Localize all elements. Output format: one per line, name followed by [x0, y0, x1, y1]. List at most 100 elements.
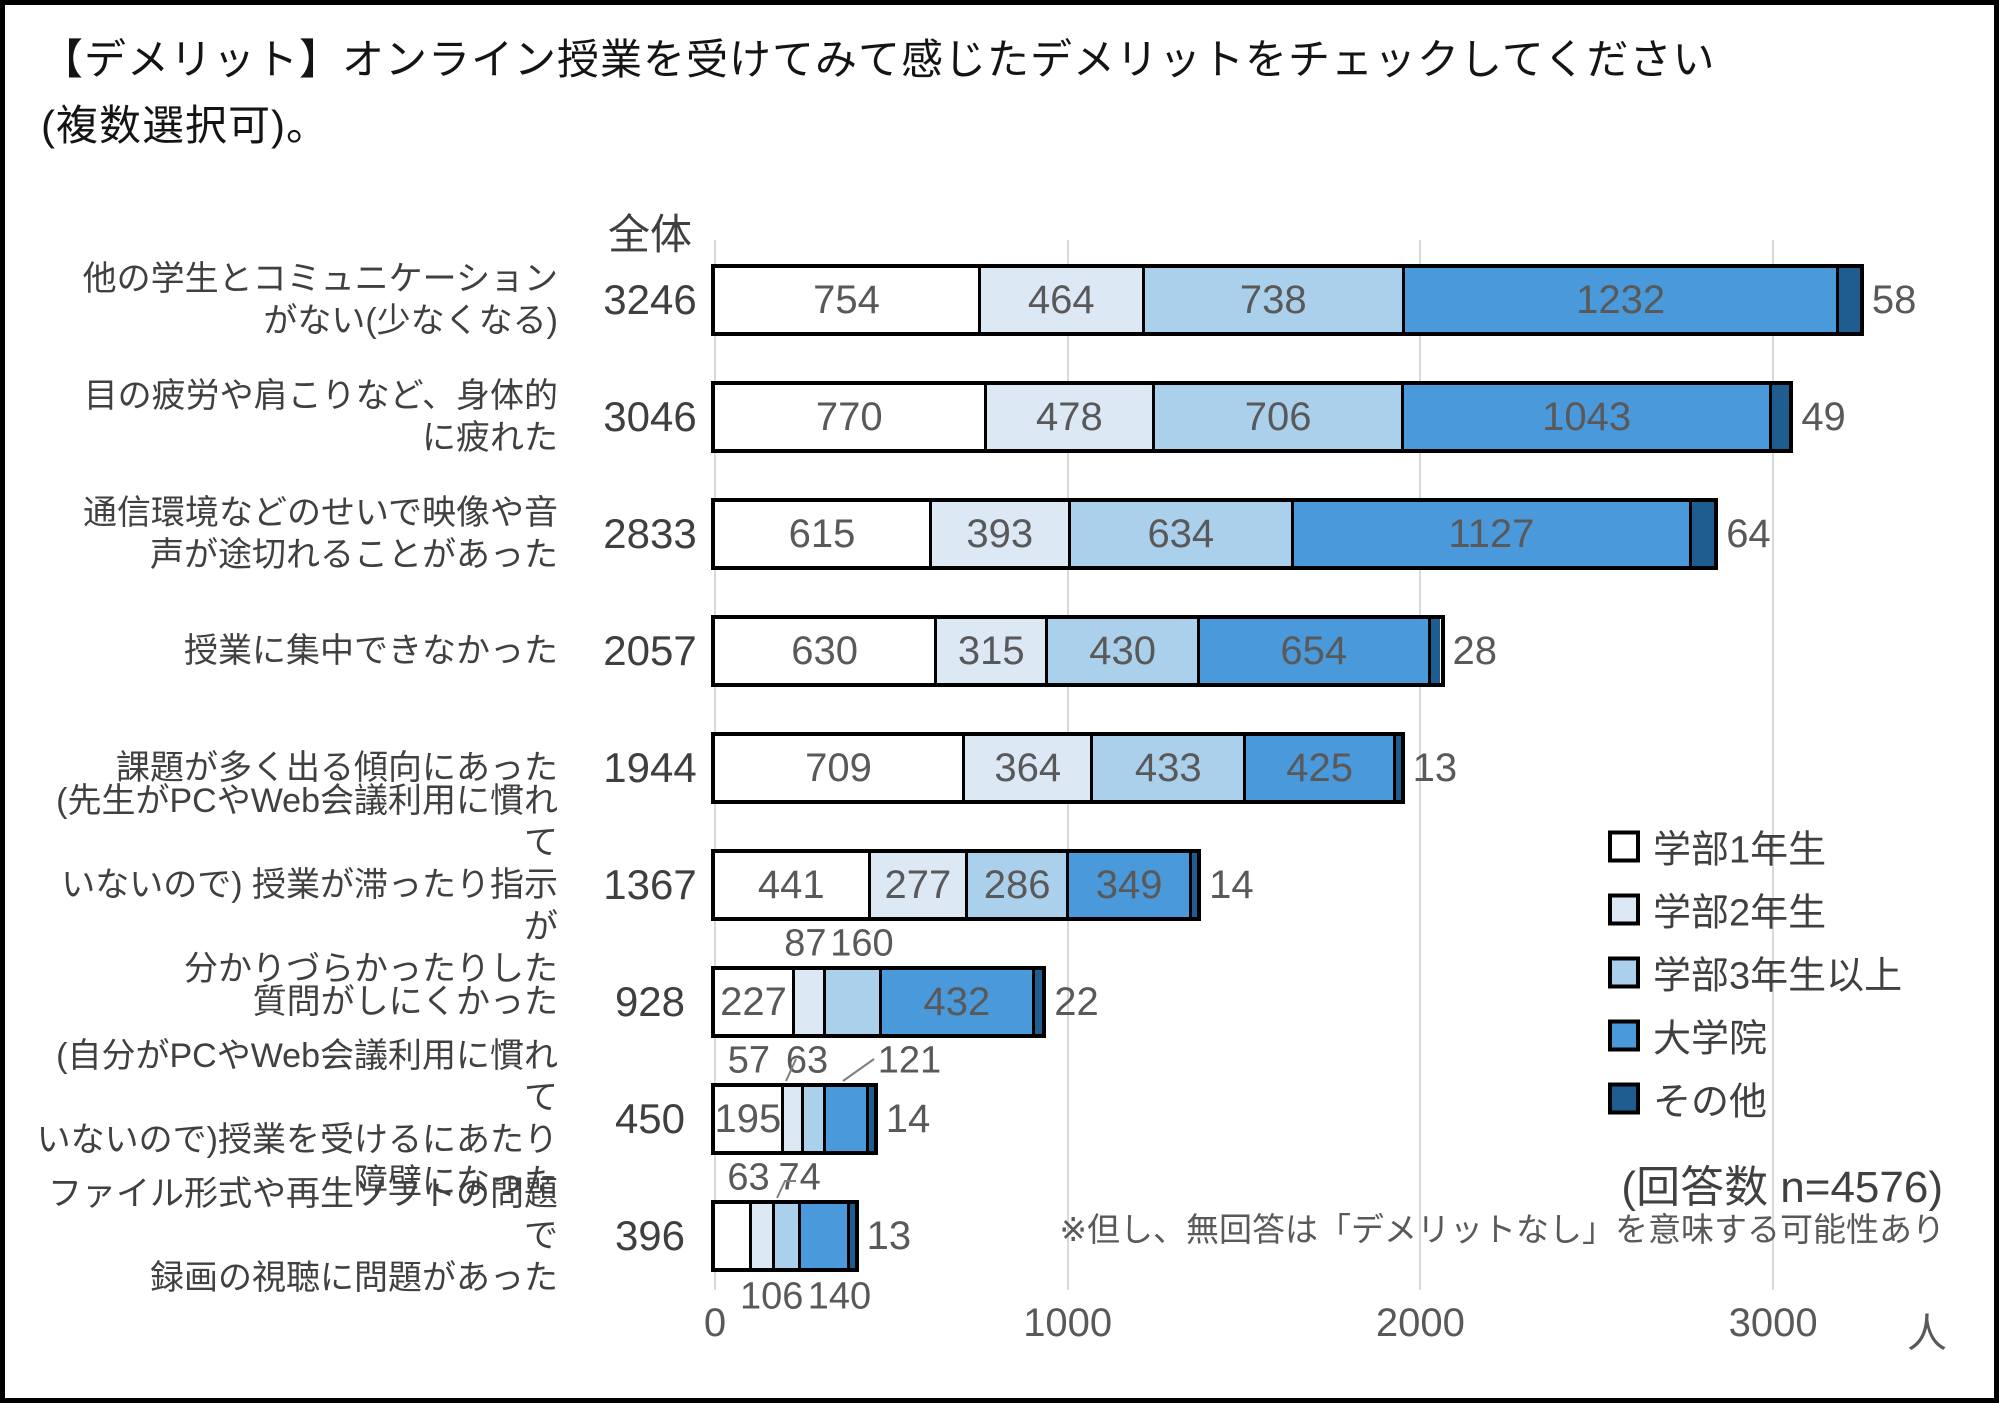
category-label-line: (自分がPCやWeb会議利用に慣れて — [56, 1037, 558, 1117]
total-value: 1944 — [603, 744, 697, 791]
legend-swatch — [1608, 956, 1640, 988]
segment-value-label: 315 — [957, 628, 1025, 673]
category-label-line: がない(少なくなる) — [263, 302, 558, 340]
bar-segment-学部3年生以上: 430 — [1048, 619, 1200, 683]
category-label: 目の疲労や肩こりなど、身体的に疲れた — [35, 375, 558, 459]
segment-value-label: 1127 — [1448, 511, 1535, 556]
total-value: 3046 — [603, 393, 697, 440]
callout-label: 63 — [727, 1156, 770, 1199]
bar-segment-学部2年生 — [795, 970, 826, 1034]
category-label-line: 録画の視聴に問題があった — [150, 1259, 558, 1297]
bar-segment-学部1年生: 227 — [715, 970, 796, 1034]
segment-value-label: 277 — [884, 862, 952, 907]
segment-value-label: 1043 — [1542, 394, 1632, 439]
gridline — [1419, 240, 1422, 1290]
bar-segment-学部2年生: 277 — [870, 853, 969, 917]
segment-value-label-outside: 22 — [1054, 979, 1099, 1024]
category-label-line: 通信環境などのせいで映像や音 — [83, 494, 558, 532]
bar-segment-学部3年生以上: 634 — [1070, 502, 1295, 566]
bar-segment-学部1年生: 630 — [715, 619, 938, 683]
bar-segment-学部3年生以上: 706 — [1155, 385, 1405, 449]
category-label-line: 分かりづらかったりした — [184, 950, 558, 988]
callout-label: 74 — [778, 1156, 821, 1199]
legend-item: 学部1年生 — [1608, 819, 1826, 874]
segment-value-label: 615 — [788, 511, 856, 556]
bar-segment-学部2年生: 315 — [937, 619, 1049, 683]
segment-value-label: 706 — [1244, 394, 1312, 439]
bar-segment-大学院: 432 — [882, 970, 1035, 1034]
segment-value-label: 754 — [813, 277, 880, 322]
bar-segment-その他 — [1396, 736, 1401, 800]
bar-segment-学部3年生以上: 738 — [1144, 268, 1405, 332]
segment-value-label: 433 — [1134, 745, 1202, 790]
segment-value-label-outside: 49 — [1801, 394, 1846, 439]
callout-label: 121 — [877, 1039, 942, 1082]
footnote: ※但し、無回答は「デメリットなし」を意味する可能性あり — [1059, 1211, 1945, 1248]
total-value: 2833 — [603, 510, 697, 557]
segment-value-label-outside: 14 — [1209, 862, 1254, 907]
legend-item: 学部2年生 — [1608, 882, 1826, 937]
segment-value-label: 738 — [1239, 277, 1307, 322]
bar-segment-学部2年生 — [752, 1204, 775, 1268]
bar-segment-学部1年生: 770 — [715, 385, 987, 449]
legend-item: 大学院 — [1608, 1008, 1767, 1063]
category-label-line: 障壁になった — [354, 1163, 558, 1201]
category-label: 通信環境などのせいで映像や音声が途切れることがあった — [35, 492, 558, 576]
stacked-bar: 754 464 738 1232 — [711, 264, 1864, 336]
total-value: 3246 — [603, 276, 697, 323]
category-label-line: いないので) 授業が滞ったり指示が — [61, 866, 558, 946]
legend-swatch — [1608, 1019, 1640, 1051]
leader-line — [842, 1058, 875, 1082]
category-label-line: に疲れた — [422, 419, 558, 457]
bar-segment-学部1年生 — [715, 1204, 753, 1268]
chart-title-line1: 【デメリット】オンライン授業を受けてみて感じたデメリットをチェックしてください — [41, 36, 1716, 83]
category-label-line: 他の学生とコミュニケーション — [82, 260, 558, 298]
bar-segment-学部1年生: 615 — [715, 502, 932, 566]
bar-segment-学部1年生: 709 — [715, 736, 966, 800]
bar-segment-大学院: 1127 — [1294, 502, 1692, 566]
bar-segment-その他 — [1839, 268, 1860, 332]
total-value: 2057 — [603, 627, 697, 674]
total-value: 928 — [614, 978, 686, 1025]
bar-segment-その他 — [1772, 385, 1790, 449]
stacked-bar: 227 432 — [711, 966, 1046, 1038]
category-label: 授業に集中できなかった — [35, 630, 558, 672]
category-label-line: いないので)授業を受けるにあたり — [36, 1121, 558, 1159]
bar-segment-学部1年生: 195 — [715, 1087, 784, 1151]
stacked-bar: 630 315 430 654 — [711, 615, 1445, 687]
chart-title: 【デメリット】オンライン授業を受けてみて感じたデメリットをチェックしてください … — [41, 27, 1715, 159]
total-value: 450 — [614, 1095, 686, 1142]
bar-segment-学部2年生: 393 — [931, 502, 1071, 566]
total-value: 1367 — [603, 861, 697, 908]
stacked-bar: 195 — [711, 1083, 878, 1155]
segment-value-label: 393 — [966, 511, 1034, 556]
category-label-line: 声が途切れることがあった — [150, 536, 558, 574]
segment-value-label-outside: 58 — [1871, 277, 1917, 322]
segment-value-label: 195 — [714, 1096, 782, 1141]
category-label-line: 目の疲労や肩こりなど、身体的 — [83, 377, 558, 415]
segment-value-label: 478 — [1035, 394, 1103, 439]
legend-item: 学部3年生以上 — [1608, 945, 1902, 1000]
bar-segment-その他 — [868, 1087, 874, 1151]
stacked-bar: 709 364 433 425 — [711, 732, 1405, 804]
legend-label: その他 — [1653, 1081, 1768, 1124]
legend-item: その他 — [1608, 1071, 1767, 1126]
total-value: 396 — [614, 1212, 686, 1259]
segment-value-label-outside: 64 — [1726, 511, 1771, 556]
legend-label: 学部3年生以上 — [1653, 955, 1903, 998]
category-label: 他の学生とコミュニケーションがない(少なくなる) — [35, 258, 558, 342]
total-column-header: 全体 — [607, 211, 692, 258]
bar-segment-学部3年生以上 — [803, 1087, 827, 1151]
x-axis-tick-label: 1000 — [1023, 1301, 1113, 1345]
segment-value-label: 432 — [923, 979, 991, 1024]
segment-value-label: 770 — [815, 394, 883, 439]
stacked-bar: 770 478 706 1043 — [711, 381, 1793, 453]
category-label-line: 課題が多く出る傾向にあった — [116, 749, 558, 787]
segment-value-label: 349 — [1095, 862, 1163, 907]
segment-value-label: 286 — [983, 862, 1051, 907]
segment-value-label: 441 — [757, 862, 825, 907]
bar-segment-大学院: 1043 — [1404, 385, 1773, 449]
bar-segment-学部3年生以上: 433 — [1093, 736, 1247, 800]
segment-value-label: 425 — [1286, 745, 1353, 790]
